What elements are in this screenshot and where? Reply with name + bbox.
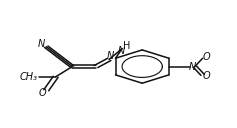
Text: N: N	[107, 51, 114, 61]
Text: O: O	[38, 88, 46, 98]
Text: N: N	[117, 46, 124, 56]
Text: CH₃: CH₃	[20, 72, 38, 82]
Text: O: O	[202, 71, 210, 81]
Text: N: N	[37, 39, 45, 49]
Text: O: O	[202, 52, 210, 62]
Text: N: N	[189, 62, 196, 72]
Text: H: H	[123, 41, 130, 51]
